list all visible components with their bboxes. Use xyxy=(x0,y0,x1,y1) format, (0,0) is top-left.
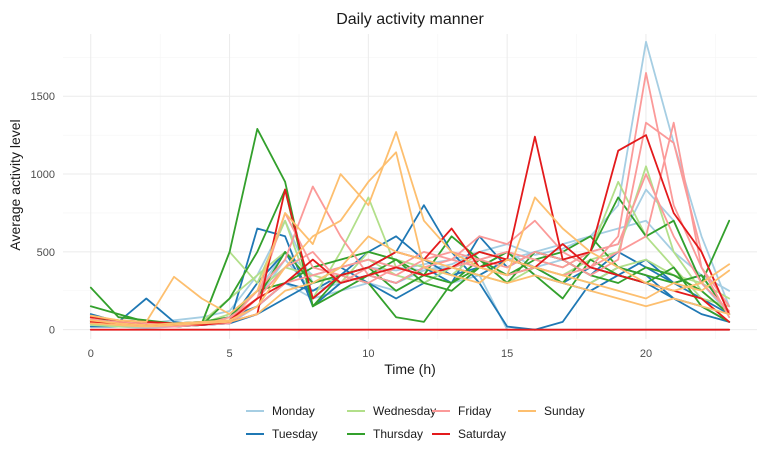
legend: Monday Tuesday Wednesday Thursday Friday Satu… xyxy=(246,404,585,441)
legend-label-friday: Friday xyxy=(458,404,491,418)
series-line-tuesday xyxy=(89,235,731,326)
legend-label-saturday: Saturday xyxy=(458,427,506,441)
y-tick-label: 1500 xyxy=(31,91,55,103)
plot-lines xyxy=(89,40,731,331)
series-line-wednesday xyxy=(89,251,731,326)
y-tick-label: 1000 xyxy=(31,169,55,181)
y-tick-labels: 0 500 1000 1500 xyxy=(31,91,55,336)
legend-label-tuesday: Tuesday xyxy=(272,427,318,441)
y-tick-label: 0 xyxy=(49,325,55,337)
legend-label-sunday: Sunday xyxy=(544,404,585,418)
series-line-monday xyxy=(89,219,731,326)
series-line-sunday xyxy=(89,235,731,328)
x-tick-label: 0 xyxy=(88,348,94,360)
legend-label-monday: Monday xyxy=(272,404,315,418)
y-axis-title: Average activity level xyxy=(7,119,23,250)
legend-label-thursday: Thursday xyxy=(373,427,423,441)
legend-label-wednesday: Wednesday xyxy=(373,404,436,418)
x-tick-label: 10 xyxy=(362,348,374,360)
y-tick-label: 500 xyxy=(37,247,55,259)
chart-title: Daily activity manner xyxy=(336,11,484,28)
x-tick-label: 20 xyxy=(640,348,652,360)
x-axis-title: Time (h) xyxy=(384,361,436,377)
series-line-sunday xyxy=(89,151,731,326)
x-tick-label: 5 xyxy=(226,348,232,360)
series-line-sunday xyxy=(89,131,731,323)
x-tick-label: 15 xyxy=(501,348,513,360)
x-tick-labels: 0 5 10 15 20 xyxy=(88,348,652,360)
